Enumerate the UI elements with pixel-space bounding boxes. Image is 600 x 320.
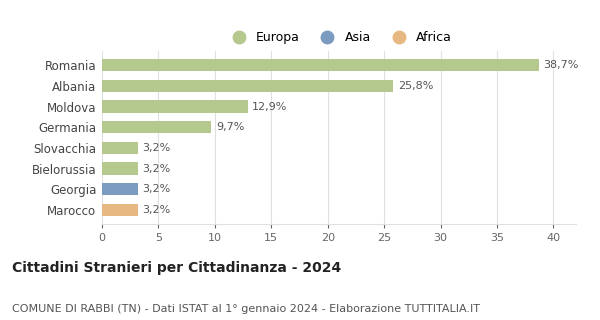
Text: 9,7%: 9,7%: [216, 122, 244, 132]
Text: 38,7%: 38,7%: [543, 60, 578, 70]
Bar: [102, 100, 248, 113]
Text: Cittadini Stranieri per Cittadinanza - 2024: Cittadini Stranieri per Cittadinanza - 2…: [12, 261, 341, 275]
Bar: [102, 121, 211, 133]
Bar: [102, 59, 539, 71]
Text: 3,2%: 3,2%: [143, 164, 171, 174]
Bar: [102, 183, 138, 196]
Legend: Europa, Asia, Africa: Europa, Asia, Africa: [221, 26, 457, 49]
Text: 3,2%: 3,2%: [143, 184, 171, 194]
Text: 25,8%: 25,8%: [398, 81, 433, 91]
Text: 12,9%: 12,9%: [252, 101, 287, 112]
Bar: [102, 204, 138, 216]
Text: COMUNE DI RABBI (TN) - Dati ISTAT al 1° gennaio 2024 - Elaborazione TUTTITALIA.I: COMUNE DI RABBI (TN) - Dati ISTAT al 1° …: [12, 304, 480, 314]
Text: 3,2%: 3,2%: [143, 143, 171, 153]
Bar: [102, 163, 138, 175]
Text: 3,2%: 3,2%: [143, 205, 171, 215]
Bar: [102, 80, 393, 92]
Bar: [102, 142, 138, 154]
